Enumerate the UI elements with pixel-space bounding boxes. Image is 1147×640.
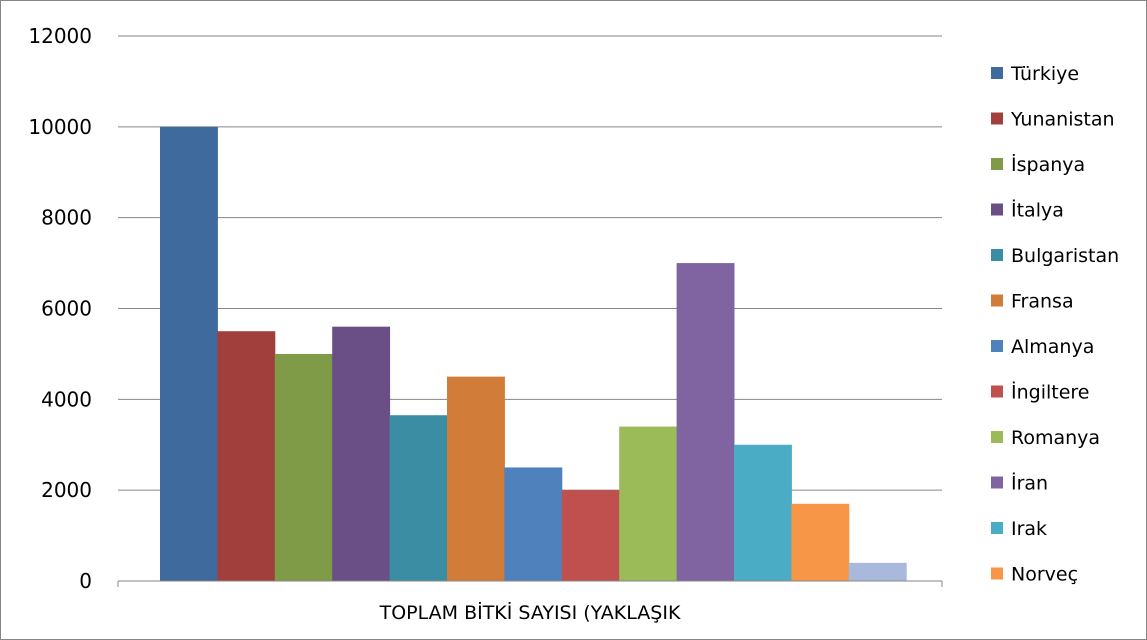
bar-yunanistan	[217, 331, 276, 581]
bar-romanya	[619, 426, 678, 581]
y-tick-label: 12000	[28, 24, 92, 48]
legend-swatch	[991, 67, 1003, 79]
bar-norveç	[791, 503, 850, 581]
bar-fransa	[447, 376, 505, 581]
bar-i̇ran	[676, 263, 735, 581]
y-axis-ticks: 0 2000 4000 6000 8000 10000 12000	[28, 24, 92, 593]
legend-swatch	[991, 249, 1003, 261]
legend-label: İspanya	[1011, 153, 1085, 176]
legend-label: Almanya	[1011, 336, 1094, 358]
legend-swatch	[991, 476, 1003, 489]
bar-türkiye	[160, 126, 218, 581]
x-axis: TOPLAM BİTKİ SAYISI (YAKLAŞIK	[117, 580, 943, 624]
y-tick-label: 0	[79, 569, 92, 593]
legend-swatch	[991, 112, 1003, 125]
legend-swatch	[991, 385, 1003, 398]
legend-label: Bulgaristan	[1011, 245, 1119, 267]
legend-label: Fransa	[1011, 291, 1074, 313]
legend-swatch	[991, 522, 1003, 534]
legend-swatch	[991, 340, 1003, 352]
legend-swatch	[991, 431, 1003, 443]
legend-label: Norveç	[1011, 564, 1078, 586]
bar-bulgaristan	[389, 415, 448, 581]
legend-swatch	[991, 567, 1003, 580]
bar-i̇ngiltere	[561, 490, 620, 581]
bars	[160, 126, 907, 581]
legend-label: İtalya	[1011, 199, 1064, 222]
legend: Türkiye Yunanistan İspanya İtalya Bulgarista…	[991, 63, 1119, 586]
y-tick-label: 6000	[41, 297, 92, 321]
bar-i̇talya	[332, 326, 391, 581]
bar-irak	[734, 444, 792, 581]
bar-almanya	[504, 467, 563, 581]
legend-label: İngiltere	[1011, 381, 1090, 404]
y-tick-label: 10000	[28, 115, 92, 139]
legend-label: Türkiye	[1010, 63, 1079, 85]
x-category-label: TOPLAM BİTKİ SAYISI (YAKLAŞIK	[379, 601, 681, 624]
y-tick-label: 4000	[41, 387, 92, 411]
bar-i̇spanya	[274, 353, 333, 581]
legend-label: Yunanistan	[1010, 109, 1115, 131]
legend-label: Romanya	[1011, 427, 1100, 449]
bar-series-13	[848, 562, 907, 581]
y-tick-label: 8000	[41, 206, 92, 230]
legend-label: İran	[1011, 472, 1048, 495]
legend-label: Irak	[1011, 518, 1047, 540]
y-tick-label: 2000	[41, 478, 92, 502]
legend-swatch	[991, 158, 1003, 170]
legend-swatch	[991, 294, 1003, 307]
legend-swatch	[991, 203, 1003, 216]
